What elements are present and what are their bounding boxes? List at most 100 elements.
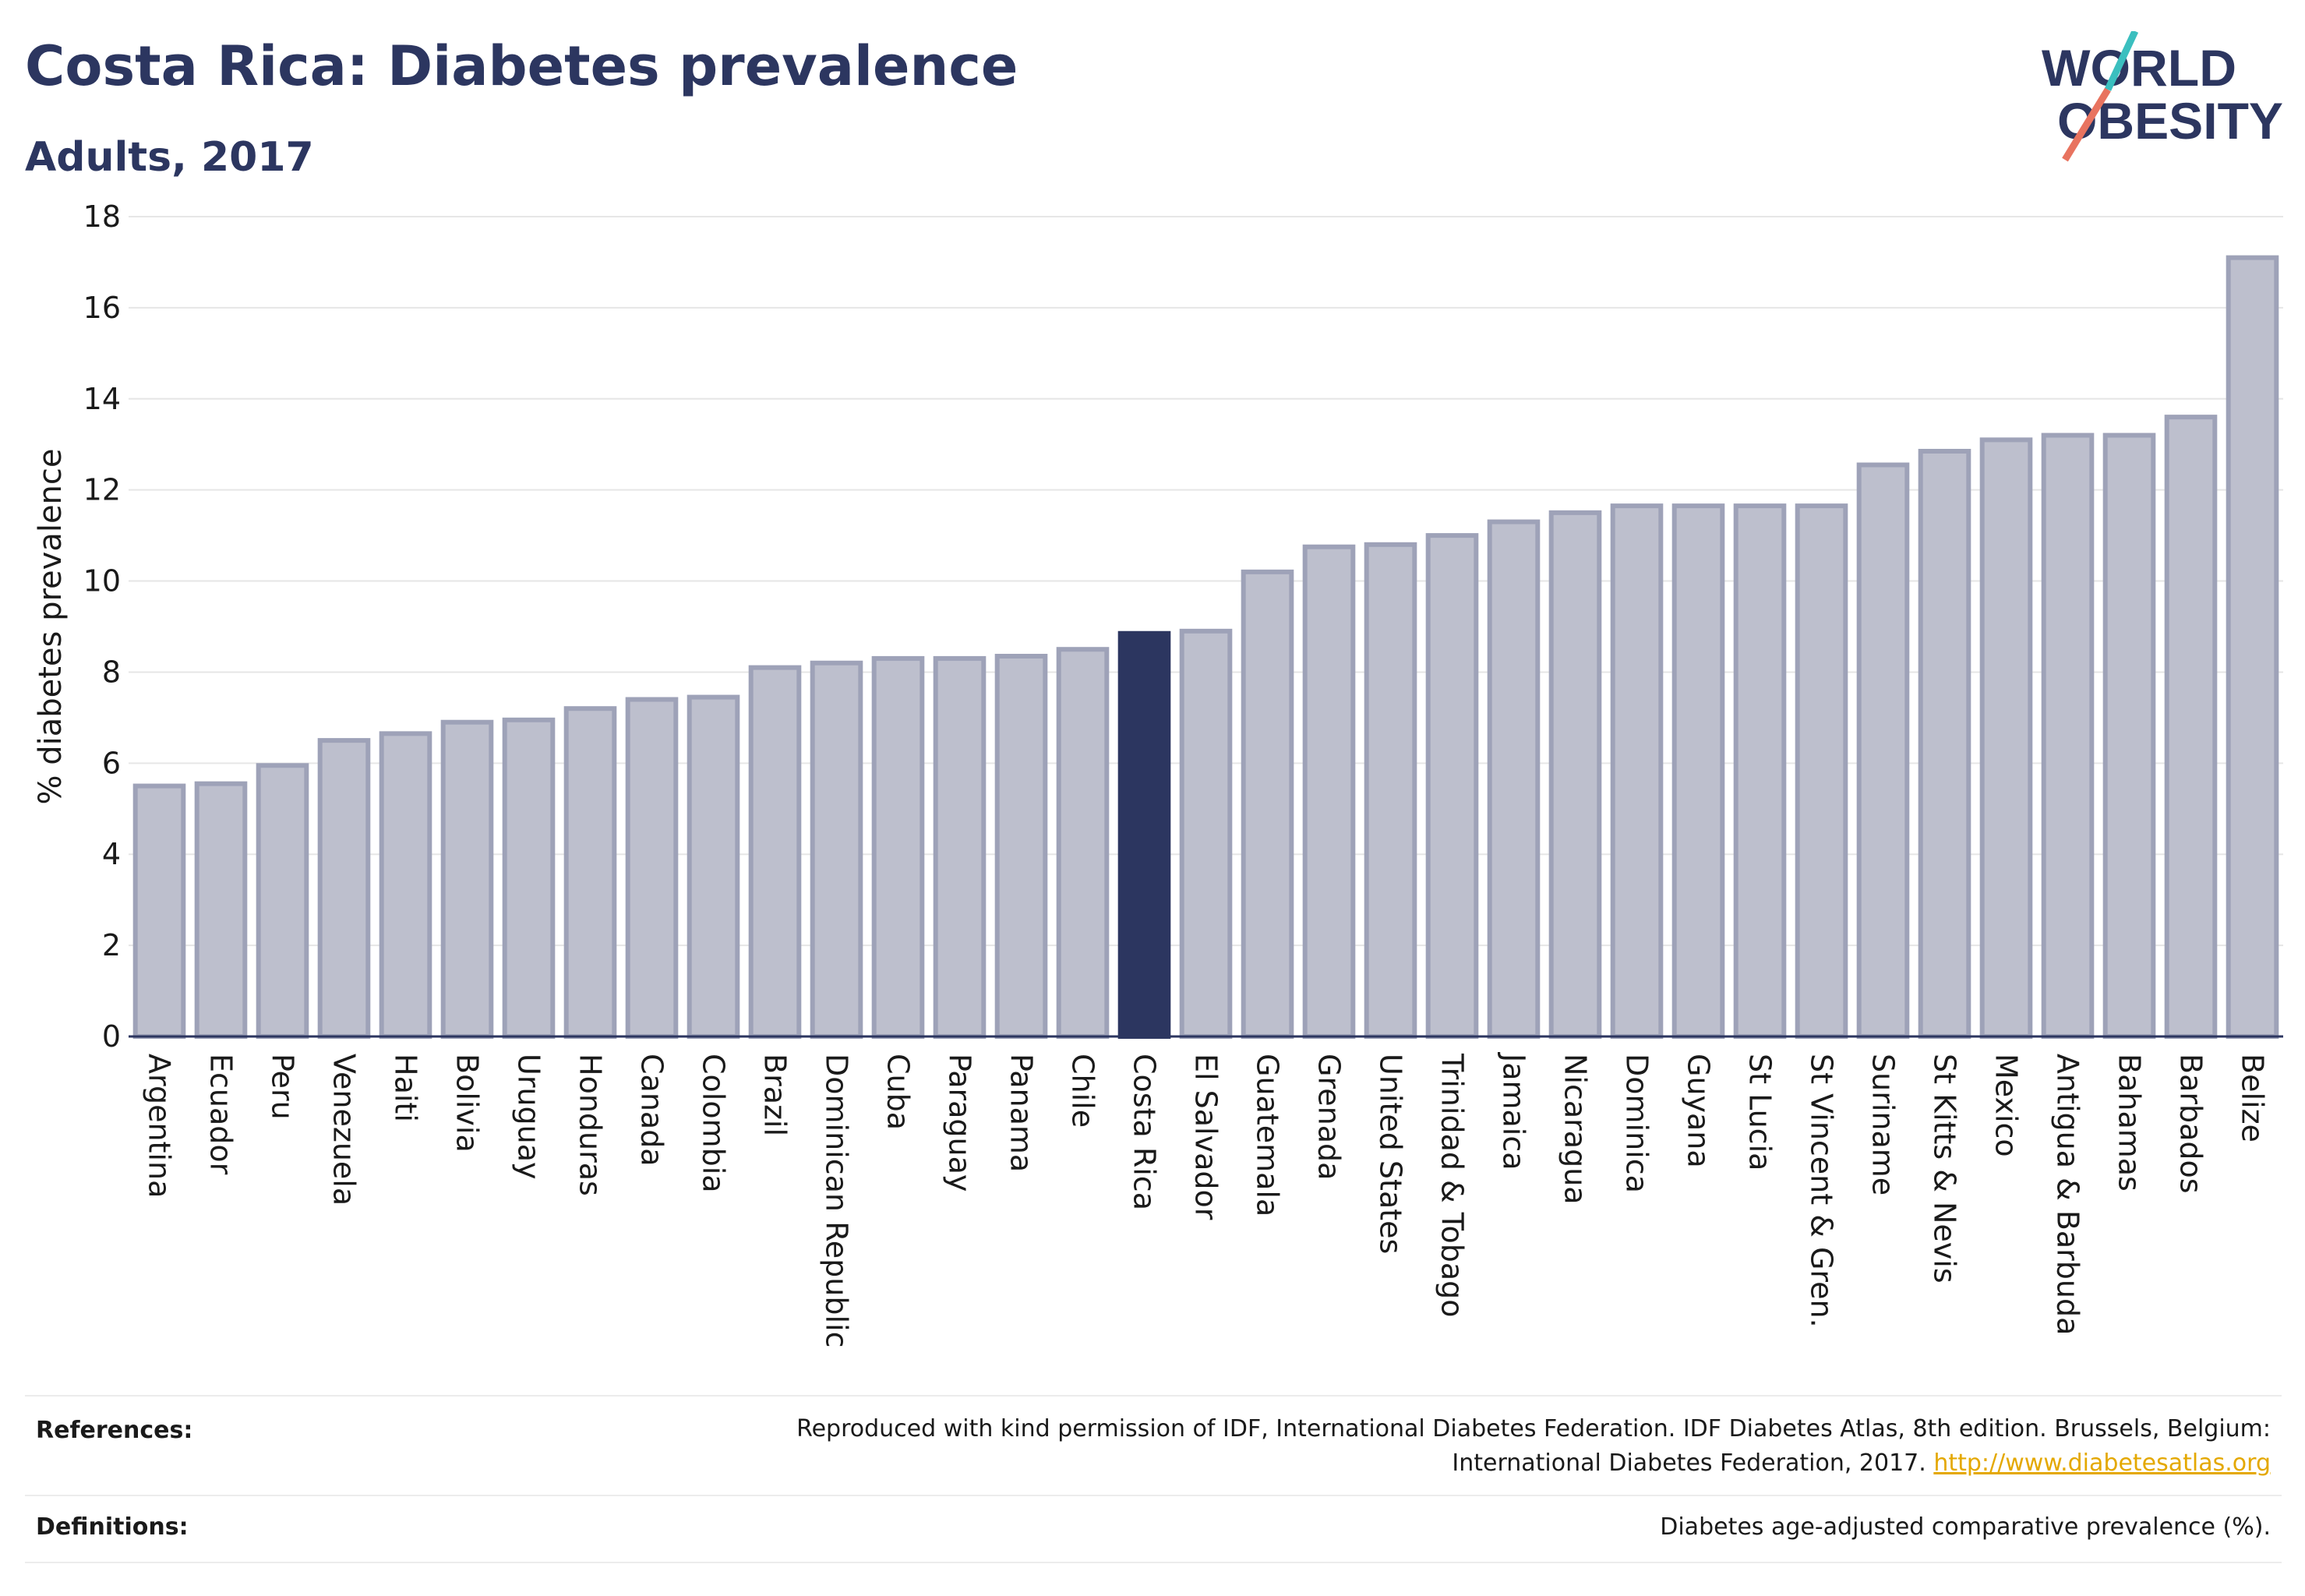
- x-tick-label: Trinidad & Tobago: [1435, 1053, 1470, 1318]
- bar-bolivia: [440, 719, 494, 1039]
- x-tick-label: Bolivia: [450, 1054, 485, 1153]
- x-tick-label: Ecuador: [204, 1054, 238, 1175]
- x-tick-label: Bahamas: [2113, 1054, 2147, 1192]
- bar-jamaica: [1487, 519, 1541, 1039]
- bar-st-vincent-gren-: [1795, 503, 1848, 1039]
- bar-uruguay: [502, 717, 556, 1039]
- bar-st-lucia: [1733, 503, 1787, 1039]
- bar-panama: [994, 653, 1048, 1039]
- bar-peru: [256, 763, 309, 1039]
- x-tick-label: Dominica: [1620, 1054, 1654, 1193]
- page-title: Costa Rica: Diabetes prevalence: [25, 34, 1018, 98]
- y-axis-label: % diabetes prevalence: [33, 448, 69, 804]
- x-tick-label: Peru: [266, 1054, 300, 1120]
- x-tick-label: Guyana: [1682, 1054, 1716, 1168]
- x-tick-label: Nicaragua: [1558, 1054, 1593, 1205]
- y-tick-label: 4: [102, 837, 121, 871]
- x-tick-label: St Kitts & Nevis: [1928, 1054, 1962, 1284]
- bar-costa-rica: [1117, 630, 1171, 1039]
- references-text-line1: Reproduced with kind permission of IDF, …: [796, 1415, 2271, 1442]
- x-tick-label: Mexico: [1989, 1054, 2024, 1157]
- definitions-row: Definitions: Diabetes age-adjusted compa…: [25, 1495, 2282, 1563]
- x-tick-label: Grenada: [1312, 1054, 1347, 1180]
- bar-el-salvador: [1179, 628, 1233, 1039]
- x-tick-label: Guatemala: [1251, 1054, 1285, 1216]
- bar-belize: [2226, 255, 2279, 1040]
- y-tick-label: 14: [83, 382, 121, 416]
- bar-canada: [625, 697, 679, 1039]
- logo-slash-teal: [2104, 31, 2139, 91]
- references-label: References:: [36, 1417, 193, 1444]
- bar-brazil: [748, 665, 802, 1039]
- bar-bahamas: [2102, 433, 2156, 1039]
- x-tick-label: Jamaica: [1497, 1052, 1531, 1171]
- y-tick-label: 8: [102, 655, 121, 689]
- bar-chart: 0 2 4 6 8 10 12 14 16 18 Argentina Ecuador Peru Vene…: [33, 200, 2283, 1347]
- x-tick-label: Uruguay: [512, 1054, 546, 1180]
- bar-argentina: [132, 783, 186, 1039]
- bar-colombia: [687, 694, 740, 1039]
- y-tick-label: 18: [83, 200, 121, 234]
- x-tick-label: Antigua & Barbuda: [2051, 1054, 2085, 1335]
- x-tick-label: Argentina: [143, 1054, 177, 1198]
- y-tick-label: 10: [83, 564, 121, 598]
- bar-dominica: [1610, 503, 1664, 1039]
- bar-guyana: [1671, 503, 1725, 1039]
- x-tick-label: Canada: [635, 1054, 669, 1167]
- x-tick-label: St Vincent & Gren.: [1805, 1054, 1839, 1328]
- bar-antigua-barbuda: [2041, 433, 2095, 1039]
- bar-guatemala: [1241, 569, 1294, 1039]
- y-tick-label: 16: [83, 291, 121, 325]
- bars: [132, 255, 2279, 1040]
- y-tick-label: 2: [102, 928, 121, 962]
- bar-cuba: [871, 655, 925, 1040]
- x-tick-label: Colombia: [697, 1054, 731, 1193]
- logo-slash-coral: [2062, 87, 2111, 162]
- x-tick-label: Haiti: [389, 1054, 423, 1122]
- y-tick-label: 6: [102, 746, 121, 780]
- x-axis-labels: Argentina Ecuador Peru Venezuela Haiti Bolivi…: [143, 1052, 2270, 1347]
- bar-trinidad-tobago: [1425, 533, 1479, 1039]
- x-tick-label: St Lucia: [1743, 1054, 1777, 1171]
- bar-barbados: [2164, 415, 2218, 1039]
- bar-st-kitts-nevis: [1918, 448, 1971, 1039]
- logo-line2: OBESITY: [2057, 92, 2283, 150]
- x-tick-label: Paraguay: [943, 1054, 977, 1192]
- x-tick-label: Dominican Republic: [820, 1054, 854, 1347]
- bar-mexico: [1979, 437, 2033, 1039]
- footer: References: Reproduced with kind permiss…: [25, 1395, 2282, 1563]
- x-tick-label: Panama: [1004, 1054, 1039, 1172]
- bar-united-states: [1364, 542, 1417, 1039]
- x-tick-label: Brazil: [758, 1054, 792, 1136]
- x-tick-label: Honduras: [574, 1054, 608, 1196]
- references-text-line2: International Diabetes Federation, 2017.: [1452, 1449, 1926, 1477]
- x-tick-label: Barbados: [2174, 1054, 2208, 1194]
- x-tick-label: United States: [1374, 1054, 1408, 1254]
- references-row: References: Reproduced with kind permiss…: [25, 1395, 2282, 1495]
- bar-venezuela: [317, 738, 371, 1039]
- bar-ecuador: [194, 781, 248, 1040]
- y-tick-label: 0: [102, 1019, 121, 1054]
- bar-honduras: [563, 706, 617, 1039]
- y-tick-label: 12: [83, 473, 121, 507]
- bar-dominican-republic: [810, 660, 863, 1039]
- x-tick-label: Chile: [1066, 1054, 1100, 1128]
- bar-haiti: [379, 731, 432, 1039]
- bar-grenada: [1302, 544, 1356, 1039]
- references-link[interactable]: http://www.diabetesatlas.org: [1933, 1449, 2271, 1477]
- bar-chile: [1056, 647, 1110, 1039]
- definitions-text: Diabetes age-adjusted comparative preval…: [1660, 1513, 2271, 1541]
- x-tick-label: Belize: [2236, 1054, 2270, 1142]
- bar-suriname: [1856, 462, 1910, 1039]
- bar-nicaragua: [1548, 510, 1602, 1039]
- page-subtitle: Adults, 2017: [25, 134, 314, 181]
- x-tick-label: Venezuela: [327, 1054, 362, 1206]
- x-tick-label: Suriname: [1866, 1054, 1901, 1195]
- world-obesity-logo: WORLD OBESITY: [2042, 31, 2283, 162]
- definitions-label: Definitions:: [36, 1513, 189, 1541]
- x-tick-label: Cuba: [881, 1054, 916, 1130]
- y-axis-ticks: 0 2 4 6 8 10 12 14 16 18: [83, 200, 121, 1054]
- x-tick-label: Costa Rica: [1128, 1054, 1162, 1210]
- bar-paraguay: [933, 655, 987, 1040]
- logo-line1: WORLD: [2042, 39, 2236, 97]
